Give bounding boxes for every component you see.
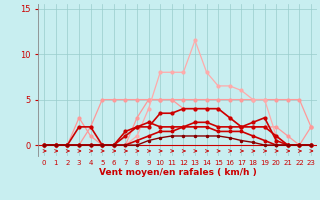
X-axis label: Vent moyen/en rafales ( km/h ): Vent moyen/en rafales ( km/h ): [99, 168, 256, 177]
